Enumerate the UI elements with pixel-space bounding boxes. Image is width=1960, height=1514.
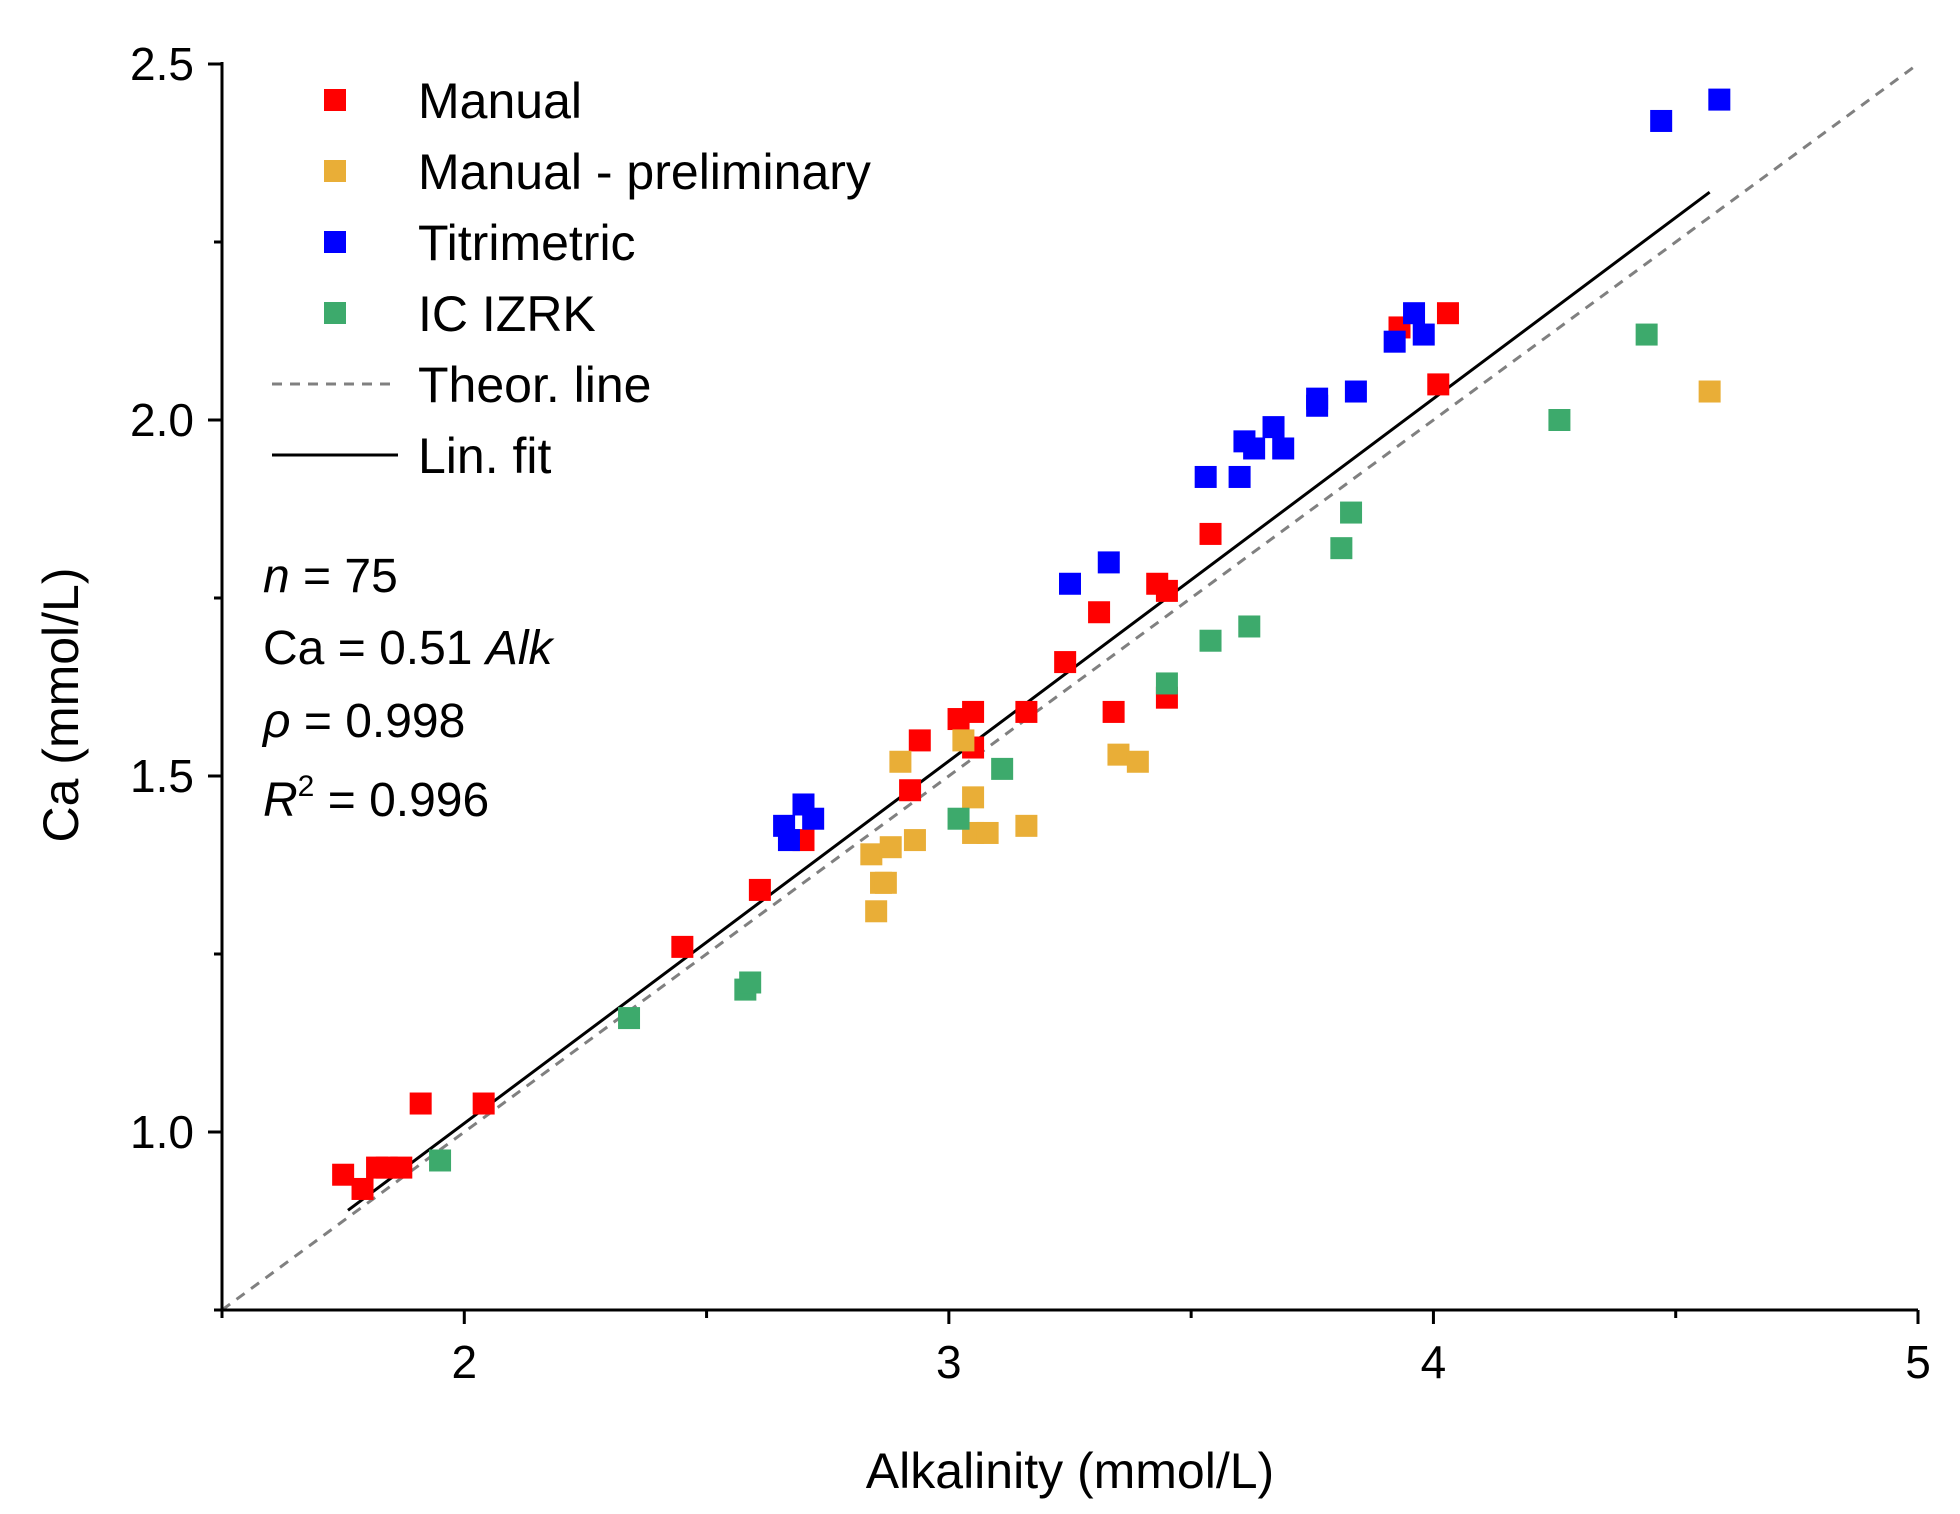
legend-label: Manual - preliminary: [418, 144, 871, 200]
point-titrimetric: [1650, 109, 1673, 132]
x-tick-label: 2: [451, 1336, 477, 1388]
point-manual-preliminary: [1015, 814, 1038, 837]
point-manual: [899, 779, 922, 802]
legend-item-manual-preliminary: Manual - preliminary: [324, 144, 871, 200]
point-ic-izrk: [739, 971, 762, 994]
point-manual-preliminary: [903, 829, 926, 852]
point-manual: [1015, 700, 1038, 723]
point-manual: [1054, 651, 1077, 674]
point-manual: [472, 1092, 495, 1115]
legend-item-manual: Manual: [324, 73, 582, 129]
point-manual: [908, 729, 931, 752]
x-tick-label: 3: [936, 1336, 962, 1388]
point-manual: [1427, 373, 1450, 396]
point-titrimetric: [1306, 387, 1329, 410]
point-ic-izrk: [991, 757, 1014, 780]
point-titrimetric: [777, 829, 800, 852]
point-manual: [1155, 579, 1178, 602]
point-titrimetric: [1059, 572, 1081, 595]
series-ic-izrk: [429, 323, 1658, 1172]
legend-label: Theor. line: [418, 357, 651, 413]
point-titrimetric: [1243, 437, 1266, 460]
series-titrimetric: [773, 88, 1731, 852]
x-tick-label: 5: [1905, 1336, 1931, 1388]
point-ic-izrk: [1340, 501, 1363, 524]
annotation-r-squared: R2 = 0.996: [263, 770, 489, 827]
annotation-rho: ρ = 0.998: [261, 695, 465, 748]
point-manual: [332, 1163, 355, 1186]
point-ic-izrk: [1199, 629, 1222, 652]
point-manual: [1102, 700, 1125, 723]
point-titrimetric: [1228, 465, 1251, 488]
point-titrimetric: [1383, 330, 1406, 353]
legend-marker: [324, 160, 346, 182]
point-manual-preliminary: [865, 900, 888, 923]
point-titrimetric: [802, 807, 825, 830]
point-titrimetric: [1344, 380, 1367, 403]
theor-line-line: [222, 64, 1918, 1310]
point-manual: [1088, 601, 1111, 624]
legend-item-titrimetric: Titrimetric: [324, 215, 636, 271]
point-ic-izrk: [1238, 615, 1261, 638]
legend-item-ic-izrk: IC IZRK: [324, 286, 596, 342]
legend-label: Titrimetric: [418, 215, 636, 271]
annotation-equation: Ca = 0.51 Alk: [263, 622, 556, 675]
point-manual-preliminary: [889, 750, 912, 773]
point-manual-preliminary: [976, 821, 999, 844]
point-ic-izrk: [618, 1007, 641, 1030]
point-ic-izrk: [429, 1149, 452, 1172]
point-titrimetric: [1412, 323, 1435, 346]
point-titrimetric: [1194, 465, 1217, 488]
stats-annotation: n = 75 Ca = 0.51 Alk ρ = 0.998 R2 = 0.99…: [261, 550, 556, 827]
point-titrimetric: [1272, 437, 1295, 460]
legend-label: Manual: [418, 73, 582, 129]
point-manual: [748, 878, 771, 901]
point-manual-preliminary: [1107, 743, 1130, 766]
legend-item-theor-line: Theor. line: [272, 357, 651, 413]
legend-label: IC IZRK: [418, 286, 596, 342]
point-titrimetric: [1403, 302, 1426, 325]
legend-marker: [324, 231, 346, 253]
legend-label: Lin. fit: [418, 428, 552, 484]
legend-marker: [324, 89, 346, 111]
point-manual: [962, 700, 985, 723]
y-tick-label: 2.5: [130, 38, 194, 90]
y-tick-label: 1.5: [130, 750, 194, 802]
point-manual: [409, 1092, 432, 1115]
point-manual: [351, 1177, 374, 1200]
x-tick-label: 4: [1421, 1336, 1447, 1388]
point-ic-izrk: [1548, 409, 1571, 431]
point-manual: [1199, 522, 1222, 545]
legend: Manual Manual - preliminary Titrimetric IC …: [272, 73, 871, 484]
point-ic-izrk: [1635, 323, 1658, 346]
series-manual-preliminary: [860, 380, 1721, 923]
legend-item-lin-fit: Lin. fit: [272, 428, 552, 484]
y-tick-label: 2.0: [130, 394, 194, 446]
point-manual-preliminary: [879, 836, 902, 859]
point-ic-izrk: [947, 807, 970, 830]
data-points: [332, 88, 1731, 1200]
point-manual-preliminary: [952, 729, 975, 752]
point-ic-izrk: [1330, 537, 1353, 560]
point-manual-preliminary: [962, 786, 985, 809]
point-ic-izrk: [1155, 672, 1178, 695]
point-manual: [671, 935, 694, 958]
point-manual-preliminary: [1126, 750, 1149, 773]
point-manual-preliminary: [860, 843, 883, 866]
point-titrimetric: [1262, 416, 1285, 439]
point-manual-preliminary: [874, 871, 897, 894]
point-titrimetric: [1708, 88, 1731, 111]
point-manual: [390, 1156, 413, 1179]
axis-ticks: 2 3 4 5 1.0 1.5 2.0 2.5: [130, 38, 1931, 1388]
annotation-n: n = 75: [263, 550, 398, 603]
legend-marker: [324, 302, 346, 324]
y-tick-label: 1.0: [130, 1106, 194, 1158]
point-manual-preliminary: [1698, 380, 1721, 403]
y-axis-title: Ca (mmol/L): [33, 567, 89, 842]
x-axis-title: Alkalinity (mmol/L): [866, 1443, 1274, 1499]
point-titrimetric: [1097, 551, 1120, 574]
point-manual: [1436, 302, 1459, 325]
